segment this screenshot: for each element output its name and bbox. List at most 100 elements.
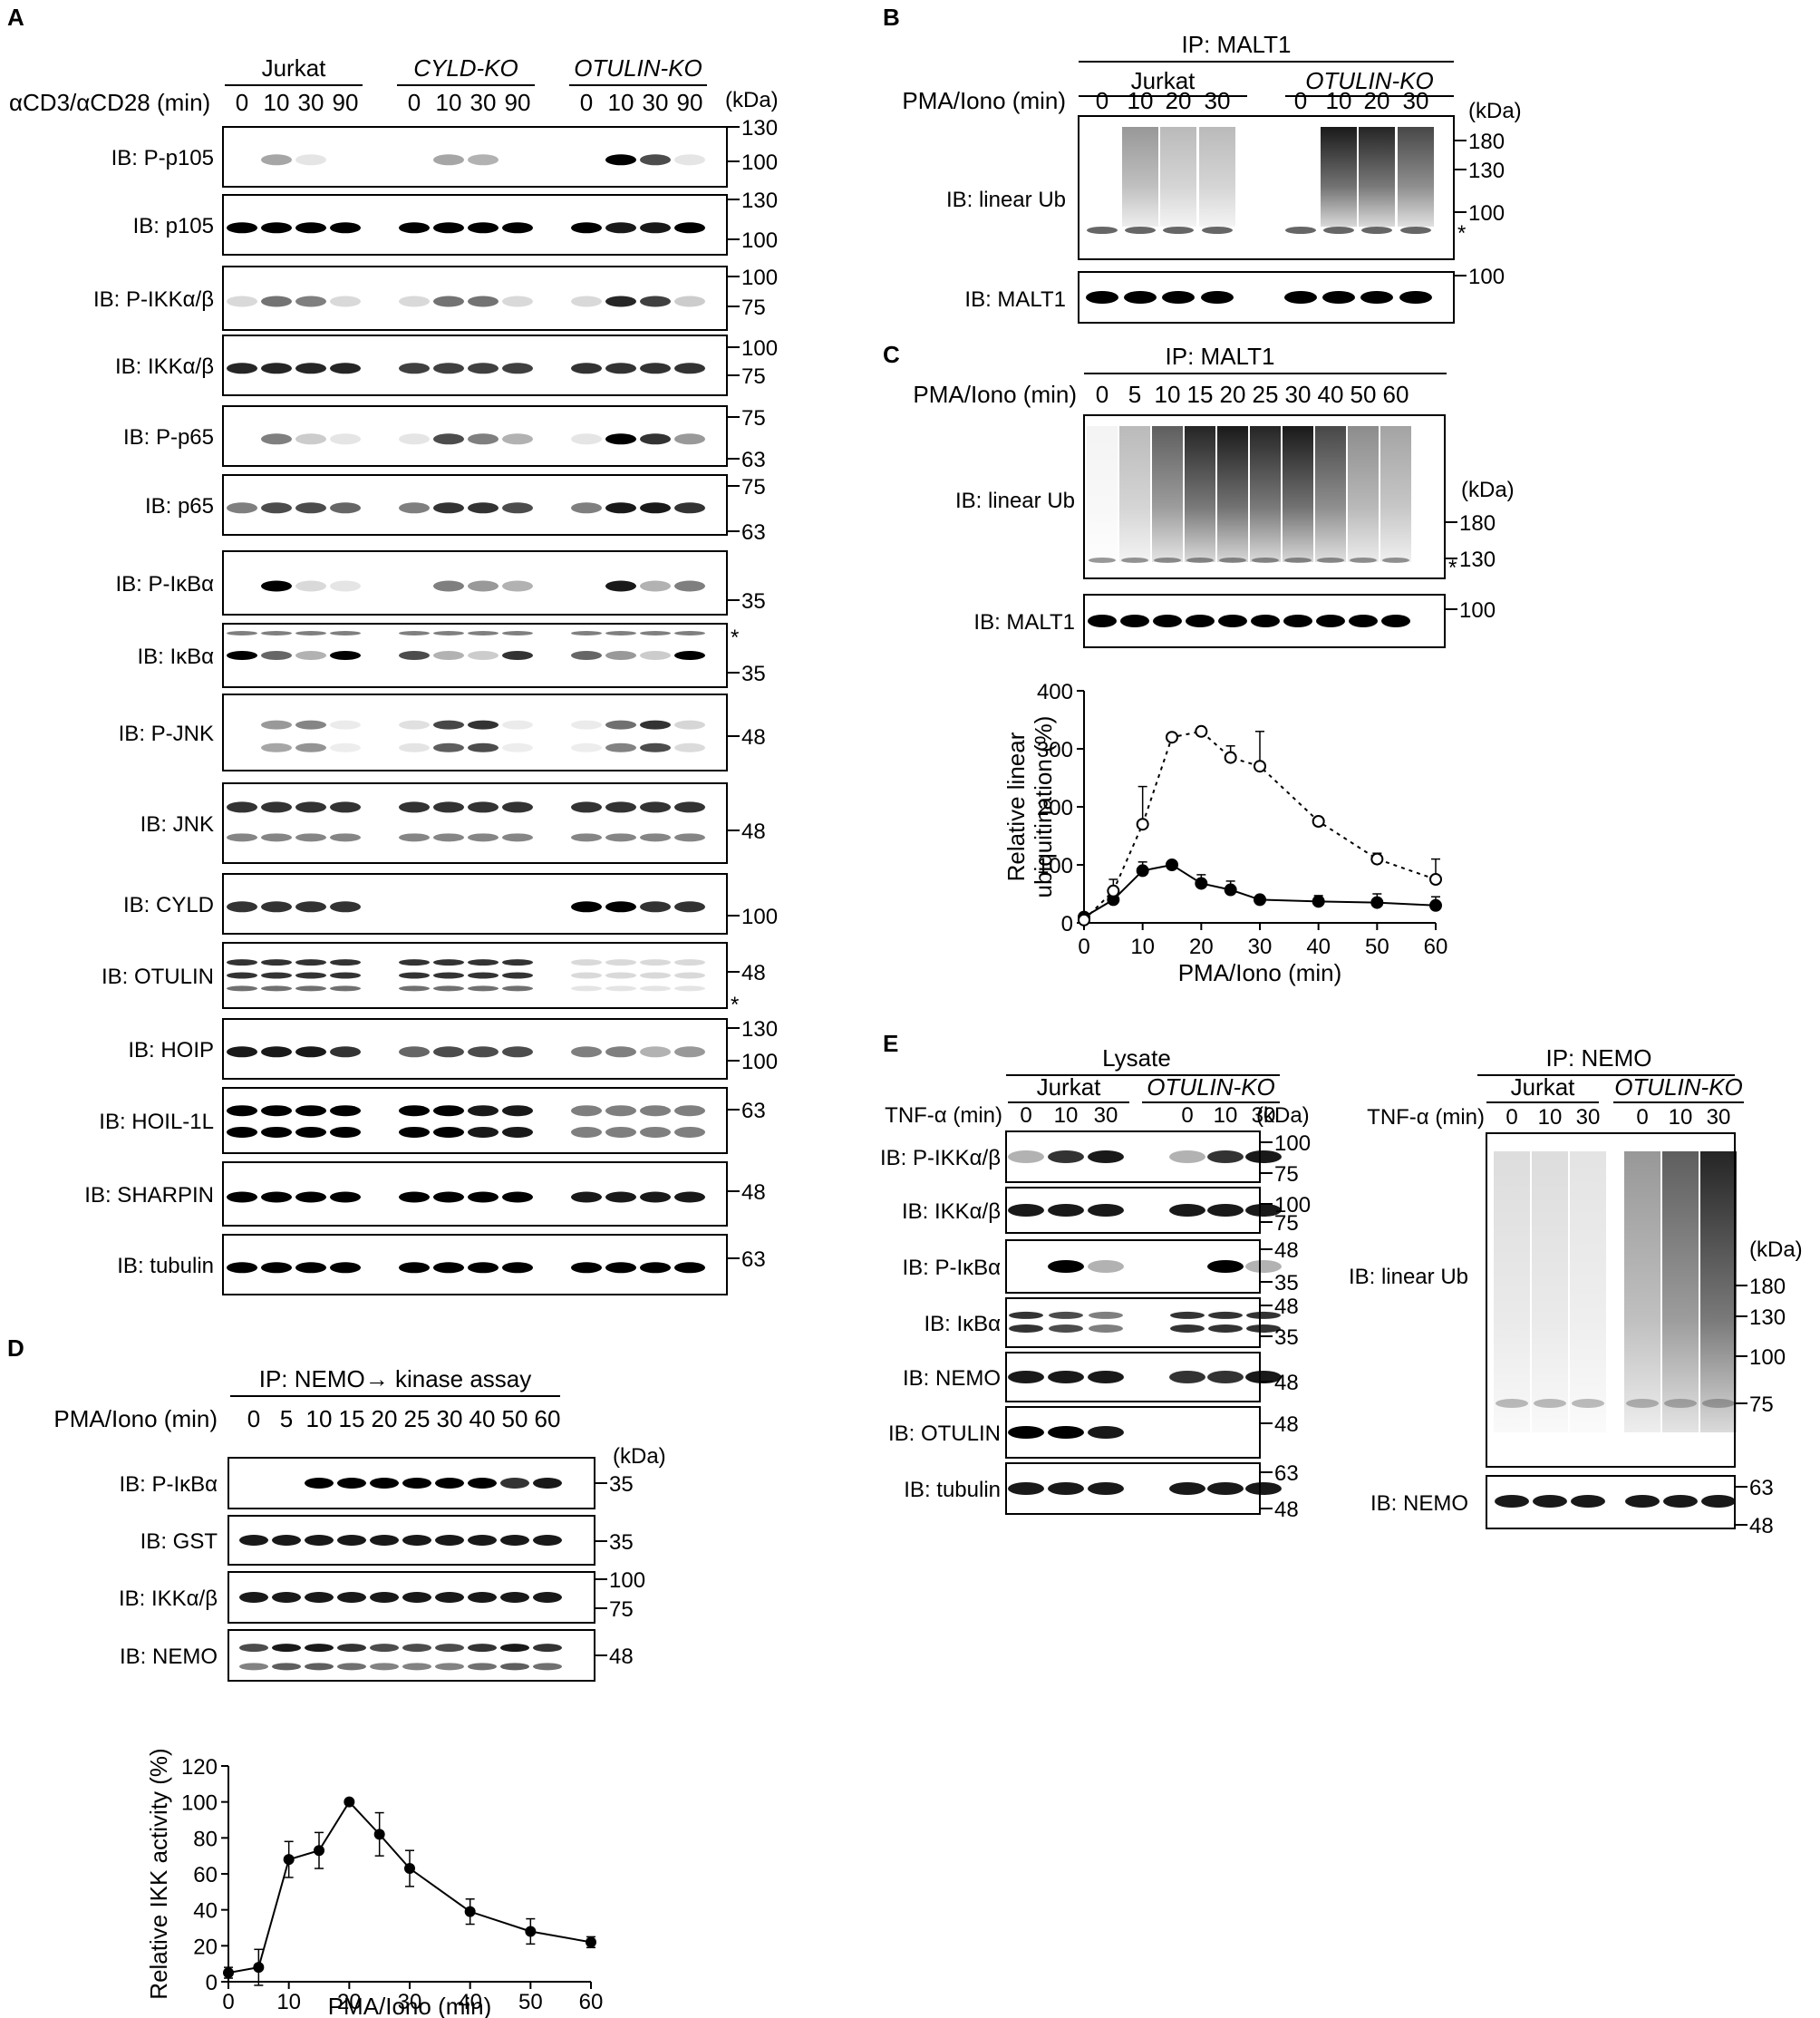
- mw-marker: 100: [1274, 1193, 1311, 1218]
- band: [261, 972, 292, 979]
- mw-marker: 100: [741, 150, 778, 175]
- band: [433, 296, 464, 307]
- band: [433, 433, 464, 445]
- mw-marker: 35: [741, 589, 766, 614]
- x-tick-label: 0: [222, 1990, 234, 2014]
- band: [1246, 1311, 1281, 1319]
- x-tick-label: 0: [1078, 935, 1089, 959]
- band: [571, 296, 602, 307]
- band: [468, 1105, 499, 1117]
- band: [502, 631, 533, 635]
- band: [227, 1191, 257, 1203]
- band: [605, 1105, 636, 1117]
- smear: [1087, 426, 1118, 562]
- timepoint-label: 10: [1669, 1105, 1693, 1130]
- blot-frame: [222, 623, 728, 688]
- x-tick-label: 10: [1130, 935, 1155, 959]
- mw-marker: 75: [741, 364, 766, 389]
- band: [261, 296, 292, 307]
- band: [605, 222, 636, 234]
- band: [1701, 1495, 1736, 1508]
- band: [674, 296, 705, 307]
- band: [571, 901, 602, 913]
- band: [605, 959, 636, 966]
- band: [330, 720, 361, 730]
- band: [468, 1126, 499, 1138]
- x-tick-label: 60: [579, 1990, 604, 2014]
- band: [227, 833, 257, 842]
- band: [640, 1262, 671, 1274]
- band: [272, 1535, 301, 1546]
- band: [305, 1663, 334, 1671]
- band: [1360, 291, 1393, 304]
- mw-marker: 100: [1468, 201, 1505, 226]
- smear: [1217, 426, 1248, 562]
- band: [468, 502, 499, 514]
- band: [1400, 227, 1431, 234]
- timepoint-label: 10: [1538, 1105, 1563, 1130]
- band: [500, 1663, 529, 1671]
- band: [468, 631, 499, 635]
- mw-marker: 180: [1749, 1275, 1786, 1299]
- band: [468, 959, 499, 966]
- mw-marker: 48: [1274, 1238, 1299, 1263]
- band: [1208, 1324, 1243, 1333]
- band: [295, 833, 326, 842]
- band: [227, 1105, 257, 1117]
- band: [502, 959, 533, 966]
- band: [227, 363, 257, 374]
- band: [261, 222, 292, 234]
- band: [295, 296, 326, 307]
- smear: [1380, 426, 1411, 562]
- blot-label: IB: NEMO: [1370, 1491, 1468, 1516]
- band: [502, 1262, 533, 1274]
- band: [468, 1663, 497, 1671]
- data-point: [1254, 893, 1266, 907]
- timepoint-label: 40: [1318, 381, 1344, 408]
- band: [605, 363, 636, 374]
- timepoint-label: 5: [1128, 381, 1141, 408]
- timepoint-label: 30: [1403, 87, 1429, 114]
- band: [227, 631, 257, 635]
- x-tick-label: 40: [458, 1990, 482, 2014]
- band: [674, 222, 705, 234]
- timepoint-label: 10: [1326, 87, 1352, 114]
- blot-frame: [222, 1161, 728, 1227]
- asterisk-marker: *: [1457, 221, 1466, 246]
- blot-label: IB: HOIP: [128, 1038, 214, 1062]
- band: [468, 1644, 497, 1653]
- band: [571, 651, 602, 660]
- blot-label: IB: OTULIN: [888, 1421, 1001, 1446]
- band: [1008, 1150, 1044, 1163]
- timepoint-label: 50: [1350, 381, 1377, 408]
- band: [433, 1262, 464, 1274]
- band: [402, 1644, 431, 1653]
- blot-label: IB: linear Ub: [1349, 1265, 1468, 1289]
- mw-marker: 130: [1749, 1305, 1786, 1330]
- band: [330, 631, 361, 635]
- band: [1208, 1311, 1243, 1319]
- treatment-label: αCD3/αCD28 (min): [9, 89, 210, 116]
- band: [1049, 1324, 1083, 1333]
- x-tick-label: 60: [1424, 935, 1448, 959]
- band: [261, 363, 292, 374]
- mw-marker: 75: [609, 1597, 634, 1622]
- band: [337, 1592, 366, 1603]
- blot-label: IB: IκBα: [137, 645, 214, 669]
- band: [1089, 1311, 1123, 1319]
- data-point: [1195, 877, 1208, 890]
- timepoint-label: 30: [1252, 1103, 1276, 1128]
- band: [1088, 1371, 1124, 1383]
- data-point: [1370, 852, 1384, 866]
- band: [605, 433, 636, 445]
- band: [605, 1191, 636, 1203]
- band: [1284, 291, 1317, 304]
- band: [295, 901, 326, 913]
- band: [399, 1262, 430, 1274]
- band: [295, 972, 326, 979]
- band: [227, 801, 257, 813]
- band: [468, 1478, 497, 1489]
- band: [533, 1535, 562, 1546]
- band: [272, 1663, 301, 1671]
- band: [399, 433, 430, 445]
